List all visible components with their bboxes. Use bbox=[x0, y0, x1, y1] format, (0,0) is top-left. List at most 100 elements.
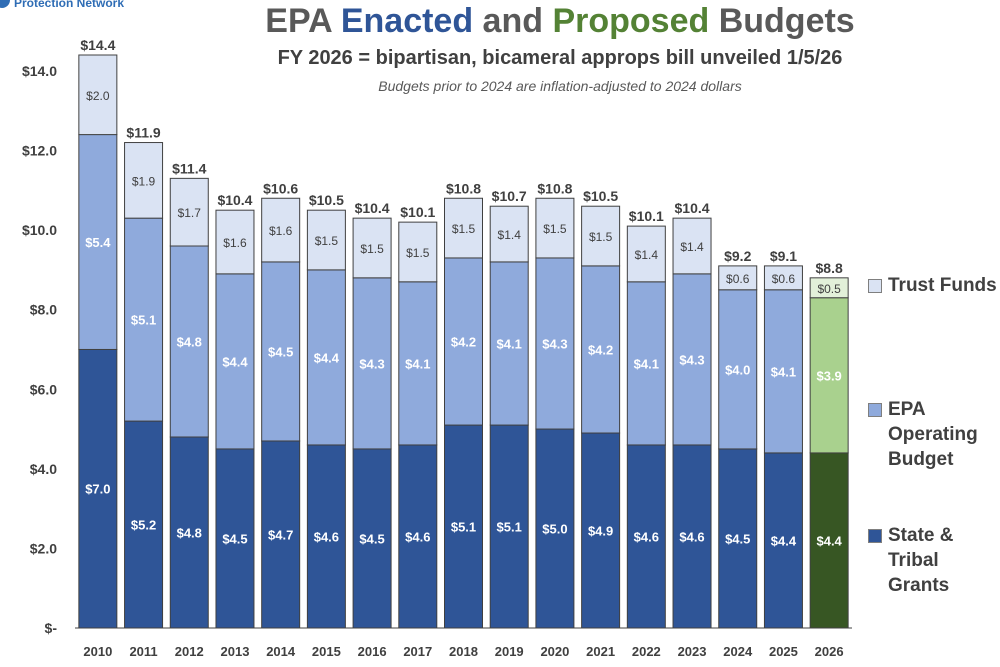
segment-data-label: $1.7 bbox=[178, 206, 202, 220]
y-tick-label: $6.0 bbox=[30, 381, 57, 397]
title-part-3: Budgets bbox=[709, 2, 855, 40]
bar-segment bbox=[626, 281, 666, 446]
segment-data-label: $1.5 bbox=[452, 222, 476, 236]
y-tick-label: $- bbox=[45, 620, 58, 636]
total-data-label: $10.5 bbox=[309, 192, 344, 208]
segment-data-label: $4.1 bbox=[405, 356, 430, 371]
segment-data-label: $4.4 bbox=[771, 533, 797, 548]
legend-swatch-grants bbox=[868, 529, 882, 543]
bar-segment bbox=[306, 444, 346, 629]
legend-label-grants: State & Tribal Grants bbox=[888, 525, 954, 596]
segment-data-label: $4.9 bbox=[588, 524, 613, 539]
segment-data-label: $4.6 bbox=[314, 529, 339, 544]
bar-segment bbox=[535, 428, 575, 629]
segment-data-label: $4.8 bbox=[177, 335, 202, 350]
bar-segment bbox=[672, 444, 712, 629]
bar-segment bbox=[398, 281, 438, 446]
segment-data-label: $5.4 bbox=[85, 235, 111, 250]
segment-data-label: $4.3 bbox=[359, 356, 384, 371]
segment-data-label: $1.6 bbox=[269, 224, 293, 238]
bar-segment bbox=[169, 177, 209, 247]
y-tick-label: $12.0 bbox=[22, 143, 57, 159]
y-tick-label: $10.0 bbox=[22, 222, 57, 238]
x-tick-label: 2015 bbox=[312, 644, 341, 659]
total-data-label: $10.5 bbox=[583, 188, 618, 204]
segment-data-label: $1.4 bbox=[635, 248, 659, 262]
bar-segment bbox=[261, 197, 301, 263]
segment-data-label: $1.5 bbox=[315, 234, 339, 248]
bar-segment bbox=[489, 424, 529, 629]
total-data-label: $10.1 bbox=[629, 208, 664, 224]
x-tick-label: 2023 bbox=[678, 644, 707, 659]
bar-segment bbox=[535, 257, 575, 430]
chart-title: EPA Enacted and Proposed Budgets bbox=[200, 2, 920, 41]
total-data-label: $10.1 bbox=[400, 204, 435, 220]
segment-data-label: $4.4 bbox=[222, 354, 248, 369]
segment-data-label: $4.0 bbox=[725, 362, 750, 377]
total-data-label: $11.4 bbox=[172, 160, 206, 176]
bar-segment bbox=[444, 257, 483, 426]
total-data-label: $9.1 bbox=[770, 248, 797, 264]
segment-data-label: $4.5 bbox=[222, 531, 247, 546]
bar-segment bbox=[626, 225, 666, 283]
x-tick-label: 2013 bbox=[221, 644, 250, 659]
legend-swatch-operating bbox=[868, 403, 882, 417]
bar-segment bbox=[672, 273, 712, 446]
x-tick-label: 2021 bbox=[586, 644, 615, 659]
segment-data-label: $4.6 bbox=[405, 529, 430, 544]
bar-segment bbox=[535, 197, 575, 259]
total-data-label: $10.8 bbox=[537, 180, 572, 196]
x-tick-label: 2022 bbox=[632, 644, 661, 659]
bar-segment bbox=[672, 217, 712, 275]
total-data-label: $10.8 bbox=[446, 180, 481, 196]
bar-segment bbox=[261, 440, 301, 629]
total-data-label: $10.4 bbox=[355, 200, 390, 216]
title-enacted: Enacted bbox=[340, 2, 474, 40]
bar-segment bbox=[352, 277, 392, 450]
bar-segment bbox=[124, 217, 164, 422]
bar-segment bbox=[352, 217, 392, 279]
x-tick-label: 2016 bbox=[358, 644, 387, 659]
total-data-label: $8.8 bbox=[816, 260, 843, 276]
bar-segment bbox=[444, 197, 483, 259]
bar-segment bbox=[261, 261, 301, 442]
total-data-label: $14.4 bbox=[80, 37, 115, 53]
bar-segment bbox=[581, 205, 621, 267]
segment-data-label: $1.5 bbox=[360, 242, 384, 256]
x-tick-label: 2014 bbox=[266, 644, 296, 659]
segment-data-label: $4.4 bbox=[816, 533, 842, 548]
bar-segment bbox=[306, 209, 346, 271]
x-tick-label: 2010 bbox=[83, 644, 112, 659]
x-tick-label: 2017 bbox=[403, 644, 432, 659]
bar-segment bbox=[169, 436, 209, 629]
bar-segment bbox=[78, 54, 118, 136]
segment-data-label: $0.6 bbox=[726, 272, 750, 286]
segment-data-label: $5.1 bbox=[131, 313, 156, 328]
segment-data-label: $5.1 bbox=[451, 520, 476, 535]
title-part-1: EPA bbox=[265, 2, 341, 40]
bar-segment bbox=[763, 265, 803, 291]
bar-segment bbox=[489, 205, 529, 263]
bar-segment bbox=[124, 420, 164, 629]
segment-data-label: $0.6 bbox=[772, 272, 796, 286]
bar-segment bbox=[169, 245, 209, 438]
segment-data-label: $5.2 bbox=[131, 518, 156, 533]
segment-data-label: $1.5 bbox=[406, 246, 430, 260]
y-tick-label: $8.0 bbox=[30, 302, 57, 318]
bar-segment bbox=[763, 289, 803, 454]
chart-subtitle: FY 2026 = bipartisan, bicameral approps … bbox=[277, 47, 843, 69]
bar-segment bbox=[581, 265, 621, 434]
x-tick-label: 2020 bbox=[540, 644, 569, 659]
segment-data-label: $4.3 bbox=[542, 336, 567, 351]
bar-segment bbox=[398, 221, 438, 283]
segment-data-label: $4.2 bbox=[588, 342, 613, 357]
title-part-2: and bbox=[473, 2, 553, 40]
segment-data-label: $4.6 bbox=[679, 529, 704, 544]
segment-data-label: $4.1 bbox=[497, 336, 522, 351]
total-data-label: $10.4 bbox=[675, 200, 710, 216]
segment-data-label: $4.1 bbox=[771, 364, 796, 379]
x-tick-label: 2011 bbox=[129, 644, 157, 659]
x-tick-label: 2024 bbox=[723, 644, 753, 659]
total-data-label: $10.6 bbox=[263, 180, 298, 196]
x-tick-label: 2026 bbox=[815, 644, 844, 659]
